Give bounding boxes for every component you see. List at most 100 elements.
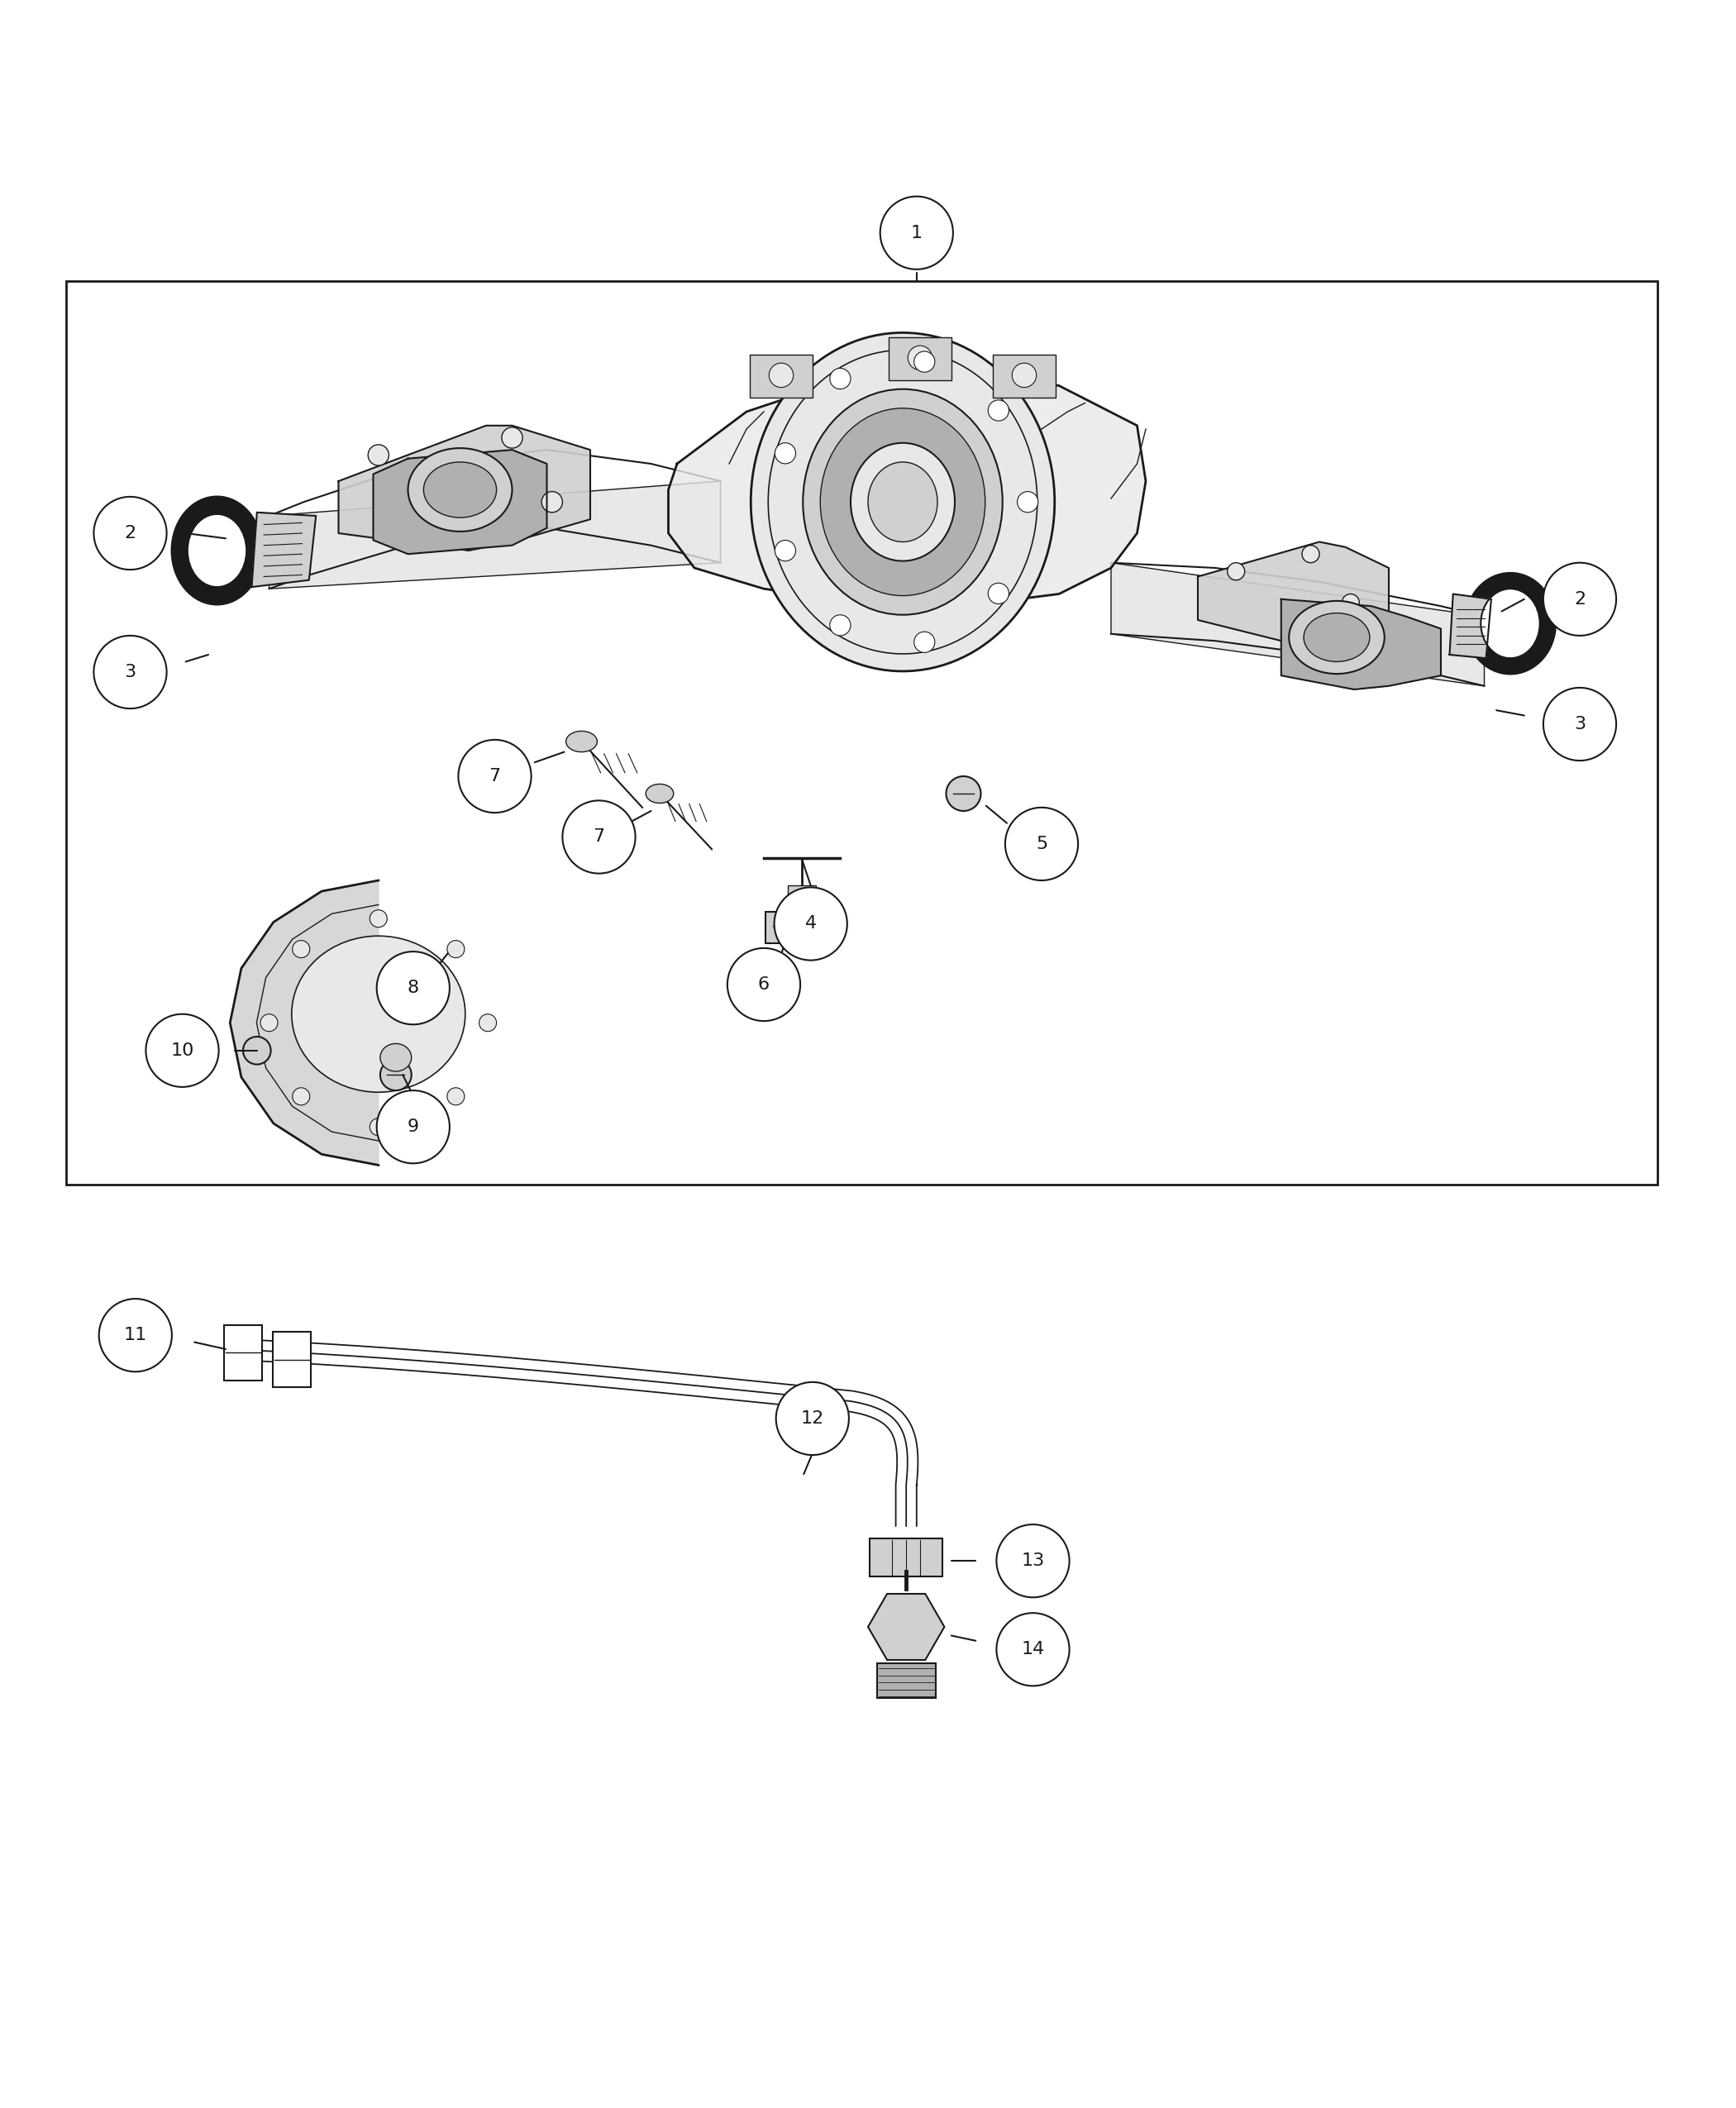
Text: 3: 3 [1575, 717, 1585, 731]
FancyBboxPatch shape [750, 354, 812, 398]
Circle shape [774, 540, 795, 561]
Circle shape [880, 196, 953, 270]
Circle shape [448, 940, 465, 957]
Circle shape [370, 1117, 387, 1136]
Circle shape [915, 632, 936, 653]
Circle shape [542, 491, 562, 512]
FancyBboxPatch shape [877, 1663, 936, 1699]
Polygon shape [1450, 594, 1491, 658]
Bar [66, 282, 1658, 1185]
Circle shape [94, 637, 167, 708]
Circle shape [368, 445, 389, 466]
Polygon shape [1198, 542, 1389, 645]
Circle shape [380, 1058, 411, 1090]
FancyBboxPatch shape [224, 1324, 262, 1381]
Circle shape [908, 346, 932, 371]
Circle shape [946, 776, 981, 812]
Text: 11: 11 [123, 1326, 148, 1343]
Circle shape [774, 887, 847, 961]
Bar [788, 885, 816, 911]
Circle shape [94, 497, 167, 569]
Text: 1: 1 [911, 226, 922, 240]
Bar [766, 911, 807, 942]
Circle shape [1227, 563, 1245, 580]
Text: 12: 12 [800, 1410, 825, 1427]
Circle shape [1017, 491, 1038, 512]
Circle shape [146, 1014, 219, 1088]
Circle shape [774, 443, 795, 464]
Circle shape [479, 1014, 496, 1031]
Polygon shape [252, 512, 316, 586]
Text: 4: 4 [806, 915, 816, 932]
Circle shape [1012, 363, 1036, 388]
Text: 14: 14 [1021, 1642, 1045, 1657]
Circle shape [996, 1524, 1069, 1598]
Text: 2: 2 [125, 525, 135, 542]
Polygon shape [229, 881, 378, 1166]
Circle shape [988, 584, 1009, 603]
Text: 2: 2 [1575, 590, 1585, 607]
Circle shape [1543, 563, 1616, 637]
Circle shape [988, 401, 1009, 422]
Text: 13: 13 [1021, 1554, 1045, 1568]
Polygon shape [339, 426, 590, 550]
FancyBboxPatch shape [273, 1332, 311, 1387]
Text: 3: 3 [125, 664, 135, 681]
Circle shape [99, 1299, 172, 1372]
Circle shape [1543, 687, 1616, 761]
Text: 5: 5 [1036, 835, 1047, 852]
Polygon shape [1111, 563, 1484, 685]
Ellipse shape [819, 409, 986, 597]
Circle shape [260, 1014, 278, 1031]
Circle shape [243, 1037, 271, 1065]
FancyBboxPatch shape [993, 354, 1055, 398]
Ellipse shape [408, 449, 512, 531]
Circle shape [562, 801, 635, 873]
Circle shape [292, 940, 309, 957]
Circle shape [502, 428, 523, 449]
Text: 7: 7 [490, 767, 500, 784]
Circle shape [915, 352, 936, 373]
Circle shape [370, 911, 387, 928]
Circle shape [458, 740, 531, 814]
Circle shape [377, 1090, 450, 1164]
Circle shape [830, 369, 851, 390]
Circle shape [448, 1088, 465, 1105]
Text: 10: 10 [170, 1041, 194, 1058]
Ellipse shape [750, 333, 1055, 670]
Circle shape [776, 1383, 849, 1455]
Circle shape [1302, 546, 1319, 563]
Text: 8: 8 [408, 980, 418, 997]
Circle shape [830, 616, 851, 637]
Polygon shape [269, 481, 720, 588]
Ellipse shape [424, 462, 496, 519]
Ellipse shape [566, 731, 597, 753]
Ellipse shape [172, 497, 262, 605]
Polygon shape [668, 369, 1146, 607]
Circle shape [996, 1613, 1069, 1686]
Circle shape [1342, 594, 1359, 611]
Ellipse shape [868, 462, 937, 542]
Ellipse shape [1304, 613, 1370, 662]
Ellipse shape [187, 514, 247, 586]
Text: 9: 9 [408, 1119, 418, 1136]
FancyBboxPatch shape [870, 1539, 943, 1577]
Circle shape [727, 949, 800, 1020]
Ellipse shape [1288, 601, 1385, 675]
Ellipse shape [1481, 588, 1540, 658]
FancyBboxPatch shape [889, 337, 951, 379]
Polygon shape [373, 449, 547, 554]
Ellipse shape [802, 390, 1003, 616]
Polygon shape [1281, 599, 1441, 689]
Ellipse shape [851, 443, 955, 561]
Ellipse shape [380, 1043, 411, 1071]
Ellipse shape [646, 784, 674, 803]
Circle shape [377, 951, 450, 1024]
Text: 6: 6 [759, 976, 769, 993]
Text: 7: 7 [594, 828, 604, 845]
Circle shape [769, 363, 793, 388]
Ellipse shape [292, 936, 465, 1092]
Ellipse shape [1465, 573, 1555, 675]
Circle shape [1005, 807, 1078, 881]
Circle shape [292, 1088, 309, 1105]
